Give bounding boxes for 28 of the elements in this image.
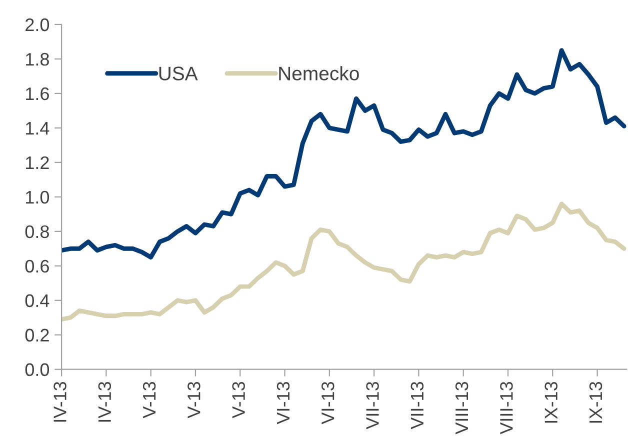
x-tick-label: VIII-13 — [455, 382, 468, 434]
x-tick-label: V-13 — [142, 382, 156, 418]
y-tick-label: 2.0 — [26, 18, 50, 32]
x-tick-label: VIII-13 — [500, 382, 513, 434]
x-tick-label: IX-13 — [544, 382, 558, 423]
x-tick-label: VII-13 — [366, 382, 379, 430]
x-tick-label: V-13 — [232, 382, 245, 418]
legend-label: USA — [159, 66, 198, 80]
y-tick-label: 1.0 — [26, 190, 50, 204]
y-tick-label: 0.6 — [25, 260, 49, 273]
line-series — [62, 202, 626, 322]
x-tick-label: IV-13 — [98, 382, 112, 422]
x-tick-label: IX-13 — [589, 382, 602, 423]
x-tick-label: VI-13 — [276, 382, 290, 424]
x-tick-label: VI-13 — [321, 382, 334, 424]
y-tick-label: 0.4 — [25, 294, 50, 308]
line-series — [62, 48, 626, 260]
y-tick-label: 1.8 — [26, 52, 49, 66]
x-tick-label: IV-13 — [54, 382, 66, 422]
y-tick-label: 0.8 — [25, 225, 49, 238]
legend-label: Nemecko — [279, 66, 359, 80]
y-tick-label: 1.2 — [26, 156, 49, 169]
x-tick-label: VII-13 — [410, 382, 424, 430]
y-tick-label: 0.0 — [25, 363, 50, 376]
y-tick-label: 1.6 — [26, 87, 49, 100]
y-tick-label: 1.4 — [26, 122, 50, 134]
y-tick-label: 0.2 — [25, 328, 49, 342]
x-tick-label: V-13 — [188, 382, 200, 418]
